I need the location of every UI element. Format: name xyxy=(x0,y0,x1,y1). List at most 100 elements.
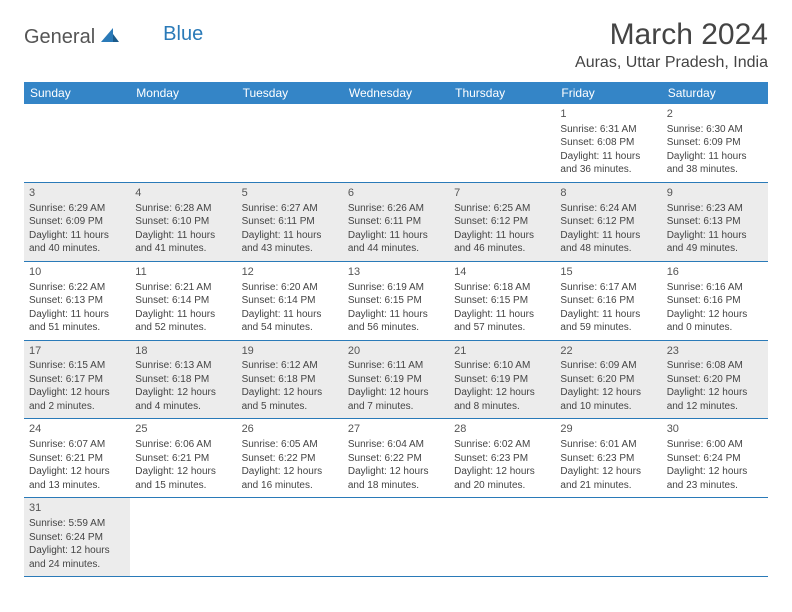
sunset-text: Sunset: 6:12 PM xyxy=(560,215,656,229)
sunset-text: Sunset: 6:15 PM xyxy=(348,294,444,308)
daylight-text: Daylight: 11 hours and 40 minutes. xyxy=(29,229,125,256)
day-header-row: Sunday Monday Tuesday Wednesday Thursday… xyxy=(24,82,768,104)
sunset-text: Sunset: 6:10 PM xyxy=(135,215,231,229)
sunrise-text: Sunrise: 6:07 AM xyxy=(29,438,125,452)
sunset-text: Sunset: 6:11 PM xyxy=(348,215,444,229)
day-number: 16 xyxy=(667,265,763,280)
logo: General Blue xyxy=(24,26,203,49)
daylight-text: Daylight: 12 hours and 0 minutes. xyxy=(667,308,763,335)
sunset-text: Sunset: 6:08 PM xyxy=(560,136,656,150)
day-number: 23 xyxy=(667,344,763,359)
daylight-text: Daylight: 12 hours and 15 minutes. xyxy=(135,465,231,492)
daylight-text: Daylight: 12 hours and 2 minutes. xyxy=(29,386,125,413)
sunrise-text: Sunrise: 6:02 AM xyxy=(454,438,550,452)
calendar-cell: 19Sunrise: 6:12 AMSunset: 6:18 PMDayligh… xyxy=(237,340,343,419)
calendar-cell: 4Sunrise: 6:28 AMSunset: 6:10 PMDaylight… xyxy=(130,182,236,261)
calendar-week-row: 10Sunrise: 6:22 AMSunset: 6:13 PMDayligh… xyxy=(24,261,768,340)
calendar-cell xyxy=(237,498,343,577)
daylight-text: Daylight: 11 hours and 57 minutes. xyxy=(454,308,550,335)
day-number: 2 xyxy=(667,107,763,122)
sunrise-text: Sunrise: 6:05 AM xyxy=(242,438,338,452)
calendar-cell: 30Sunrise: 6:00 AMSunset: 6:24 PMDayligh… xyxy=(662,419,768,498)
calendar-cell: 26Sunrise: 6:05 AMSunset: 6:22 PMDayligh… xyxy=(237,419,343,498)
day-number: 7 xyxy=(454,186,550,201)
sunset-text: Sunset: 6:20 PM xyxy=(667,373,763,387)
sunset-text: Sunset: 6:14 PM xyxy=(135,294,231,308)
sunrise-text: Sunrise: 6:23 AM xyxy=(667,202,763,216)
day-number: 5 xyxy=(242,186,338,201)
day-number: 14 xyxy=(454,265,550,280)
daylight-text: Daylight: 11 hours and 56 minutes. xyxy=(348,308,444,335)
calendar-cell: 17Sunrise: 6:15 AMSunset: 6:17 PMDayligh… xyxy=(24,340,130,419)
calendar-cell: 10Sunrise: 6:22 AMSunset: 6:13 PMDayligh… xyxy=(24,261,130,340)
page-title: March 2024 xyxy=(575,18,768,52)
calendar-cell xyxy=(449,104,555,182)
calendar-cell xyxy=(555,498,661,577)
calendar-cell: 23Sunrise: 6:08 AMSunset: 6:20 PMDayligh… xyxy=(662,340,768,419)
daylight-text: Daylight: 12 hours and 10 minutes. xyxy=(560,386,656,413)
sunrise-text: Sunrise: 6:09 AM xyxy=(560,359,656,373)
sunrise-text: Sunrise: 6:30 AM xyxy=(667,123,763,137)
sunrise-text: Sunrise: 6:17 AM xyxy=(560,281,656,295)
sunrise-text: Sunrise: 6:20 AM xyxy=(242,281,338,295)
sunrise-text: Sunrise: 6:01 AM xyxy=(560,438,656,452)
day-number: 8 xyxy=(560,186,656,201)
sunset-text: Sunset: 6:20 PM xyxy=(560,373,656,387)
calendar-cell: 20Sunrise: 6:11 AMSunset: 6:19 PMDayligh… xyxy=(343,340,449,419)
calendar-cell: 28Sunrise: 6:02 AMSunset: 6:23 PMDayligh… xyxy=(449,419,555,498)
daylight-text: Daylight: 11 hours and 36 minutes. xyxy=(560,150,656,177)
calendar-cell: 16Sunrise: 6:16 AMSunset: 6:16 PMDayligh… xyxy=(662,261,768,340)
calendar-cell xyxy=(343,498,449,577)
daylight-text: Daylight: 11 hours and 43 minutes. xyxy=(242,229,338,256)
sunset-text: Sunset: 6:21 PM xyxy=(29,452,125,466)
sunset-text: Sunset: 6:23 PM xyxy=(560,452,656,466)
daylight-text: Daylight: 12 hours and 20 minutes. xyxy=(454,465,550,492)
logo-text-blue: Blue xyxy=(163,23,203,46)
sunset-text: Sunset: 6:14 PM xyxy=(242,294,338,308)
daylight-text: Daylight: 11 hours and 59 minutes. xyxy=(560,308,656,335)
sunrise-text: Sunrise: 6:19 AM xyxy=(348,281,444,295)
sunset-text: Sunset: 6:22 PM xyxy=(242,452,338,466)
day-number: 6 xyxy=(348,186,444,201)
daylight-text: Daylight: 11 hours and 44 minutes. xyxy=(348,229,444,256)
daylight-text: Daylight: 12 hours and 7 minutes. xyxy=(348,386,444,413)
calendar-cell xyxy=(130,498,236,577)
sunset-text: Sunset: 6:19 PM xyxy=(348,373,444,387)
sunset-text: Sunset: 6:22 PM xyxy=(348,452,444,466)
day-number: 30 xyxy=(667,422,763,437)
sunrise-text: Sunrise: 6:11 AM xyxy=(348,359,444,373)
sunset-text: Sunset: 6:11 PM xyxy=(242,215,338,229)
sunrise-text: Sunrise: 6:24 AM xyxy=(560,202,656,216)
daylight-text: Daylight: 12 hours and 24 minutes. xyxy=(29,544,125,571)
day-header: Saturday xyxy=(662,82,768,104)
sunset-text: Sunset: 6:24 PM xyxy=(667,452,763,466)
header: General Blue March 2024 Auras, Uttar Pra… xyxy=(24,18,768,76)
calendar-cell: 8Sunrise: 6:24 AMSunset: 6:12 PMDaylight… xyxy=(555,182,661,261)
calendar-cell: 7Sunrise: 6:25 AMSunset: 6:12 PMDaylight… xyxy=(449,182,555,261)
day-header: Monday xyxy=(130,82,236,104)
daylight-text: Daylight: 11 hours and 38 minutes. xyxy=(667,150,763,177)
day-header: Tuesday xyxy=(237,82,343,104)
sunrise-text: Sunrise: 6:31 AM xyxy=(560,123,656,137)
sunrise-text: Sunrise: 6:29 AM xyxy=(29,202,125,216)
sunrise-text: Sunrise: 6:08 AM xyxy=(667,359,763,373)
calendar-cell: 9Sunrise: 6:23 AMSunset: 6:13 PMDaylight… xyxy=(662,182,768,261)
sunset-text: Sunset: 6:24 PM xyxy=(29,531,125,545)
calendar-cell: 13Sunrise: 6:19 AMSunset: 6:15 PMDayligh… xyxy=(343,261,449,340)
sunrise-text: Sunrise: 6:27 AM xyxy=(242,202,338,216)
daylight-text: Daylight: 12 hours and 8 minutes. xyxy=(454,386,550,413)
sunrise-text: Sunrise: 6:12 AM xyxy=(242,359,338,373)
day-number: 27 xyxy=(348,422,444,437)
day-header: Sunday xyxy=(24,82,130,104)
day-number: 28 xyxy=(454,422,550,437)
sunset-text: Sunset: 6:15 PM xyxy=(454,294,550,308)
calendar-cell: 15Sunrise: 6:17 AMSunset: 6:16 PMDayligh… xyxy=(555,261,661,340)
day-number: 20 xyxy=(348,344,444,359)
day-number: 1 xyxy=(560,107,656,122)
calendar-week-row: 1Sunrise: 6:31 AMSunset: 6:08 PMDaylight… xyxy=(24,104,768,182)
daylight-text: Daylight: 12 hours and 5 minutes. xyxy=(242,386,338,413)
daylight-text: Daylight: 12 hours and 23 minutes. xyxy=(667,465,763,492)
sunset-text: Sunset: 6:09 PM xyxy=(29,215,125,229)
day-header: Wednesday xyxy=(343,82,449,104)
calendar-cell xyxy=(130,104,236,182)
